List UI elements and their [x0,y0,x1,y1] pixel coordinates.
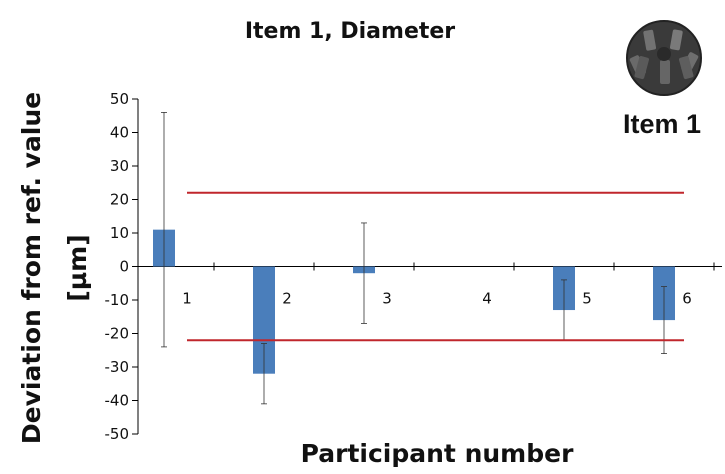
y-tick-label: -20 [105,325,130,343]
x-axis-title: Participant number [301,439,574,468]
y-tick-label: 20 [110,191,129,209]
y-axis-title-line1: Deviation from ref. value [17,92,46,444]
y-tick-label: -50 [105,425,130,443]
chart-title: Item 1, Diameter [245,19,455,44]
x-axis [138,262,722,271]
y-axis-title: Deviation from ref. value [µm] [17,92,92,444]
item-badge-label: Item 1 [623,109,701,139]
bars [153,229,675,374]
category-label: 2 [282,290,292,308]
y-axis-title-line2: [µm] [63,234,92,301]
item-badge: Item 1 [623,20,702,139]
y-tick-label: 0 [119,258,129,276]
category-label: 1 [182,290,192,308]
y-tick-label: 40 [110,124,129,142]
category-label: 6 [682,290,692,308]
bar-participant-2 [253,266,275,374]
y-tick-label: -10 [105,291,130,309]
y-axis: 50 40 30 20 10 0 -10 -20 -30 -40 -50 [105,90,139,443]
category-label: 5 [582,290,592,308]
category-label: 3 [382,290,392,308]
gear-part-icon [626,20,702,96]
category-label: 4 [482,290,492,308]
category-labels: 1 2 3 4 5 6 [182,290,692,308]
y-tick-label: -30 [105,358,130,376]
y-tick-label: -40 [105,392,130,410]
y-tick-label: 30 [110,157,129,175]
y-tick-label: 50 [110,90,129,108]
limit-lines [187,191,684,342]
y-tick-label: 10 [110,224,129,242]
error-bars [161,112,667,405]
